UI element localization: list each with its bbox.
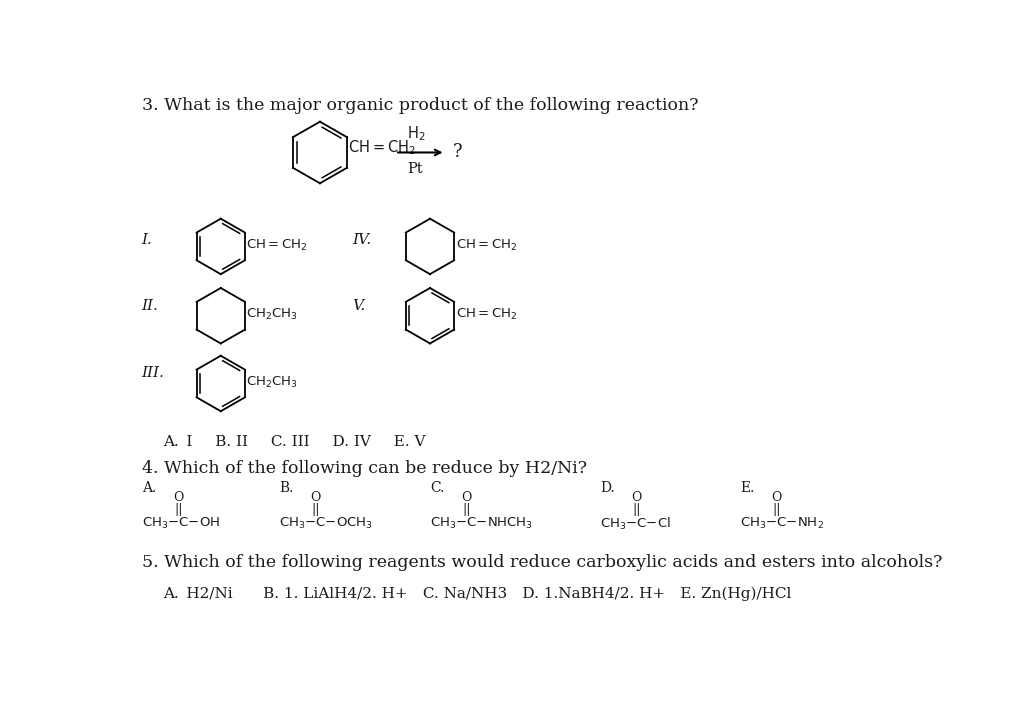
Text: 4. Which of the following can be reduce by H2/Ni?: 4. Which of the following can be reduce … [142,460,587,477]
Text: $\mathsf{CH_3{-}C{-}OH}$: $\mathsf{CH_3{-}C{-}OH}$ [142,516,220,531]
Text: $\mathsf{CH_2CH_3}$: $\mathsf{CH_2CH_3}$ [246,375,298,390]
Text: 5. Which of the following reagents would reduce carboxylic acids and esters into: 5. Which of the following reagents would… [142,554,942,571]
Text: III.: III. [142,366,165,380]
Text: $\mathsf{CH_3{-}C{-}Cl}$: $\mathsf{CH_3{-}C{-}Cl}$ [601,516,671,532]
Text: O: O [173,491,183,504]
Text: Pt: Pt [407,162,422,176]
Text: D.: D. [601,481,615,496]
Text: O: O [772,491,782,504]
Text: ||: || [773,503,781,516]
Text: B.: B. [279,481,293,496]
Text: $\mathsf{CH{=}CH_2}$: $\mathsf{CH{=}CH_2}$ [349,138,416,157]
Text: II.: II. [142,299,158,313]
Text: A. H2/Ni    B. 1. LiAlH4/2. H+  C. Na/NH3  D. 1.NaBH4/2. H+  E. Zn(Hg)/HCl: A. H2/Ni B. 1. LiAlH4/2. H+ C. Na/NH3 D.… [162,587,791,601]
Text: ||: || [174,503,182,516]
Text: O: O [632,491,642,504]
Text: ||: || [462,503,471,516]
Text: O: O [461,491,471,504]
Text: $\mathsf{CH{=}CH_2}$: $\mathsf{CH{=}CH_2}$ [456,237,517,253]
Text: ||: || [633,503,641,516]
Text: I.: I. [142,232,152,246]
Text: $\mathsf{CH_3{-}C{-}OCH_3}$: $\mathsf{CH_3{-}C{-}OCH_3}$ [279,516,373,531]
Text: $\mathsf{CH_2CH_3}$: $\mathsf{CH_2CH_3}$ [246,307,298,322]
Text: ||: || [311,503,320,516]
Text: $\mathsf{CH_3{-}C{-}NH_2}$: $\mathsf{CH_3{-}C{-}NH_2}$ [740,516,824,531]
Text: 3. What is the major organic product of the following reaction?: 3. What is the major organic product of … [142,97,698,114]
Text: $\mathsf{CH{=}CH_2}$: $\mathsf{CH{=}CH_2}$ [456,307,517,322]
Text: C.: C. [430,481,445,496]
Text: E.: E. [740,481,754,496]
Text: $\mathsf{H_2}$: $\mathsf{H_2}$ [407,124,425,143]
Text: V.: V. [353,299,366,313]
Text: A. I   B. II   C. III   D. IV   E. V: A. I B. II C. III D. IV E. V [162,435,425,449]
Text: IV.: IV. [353,232,372,246]
Text: $\mathsf{CH_3{-}C{-}NHCH_3}$: $\mathsf{CH_3{-}C{-}NHCH_3}$ [430,516,532,531]
Text: ?: ? [453,143,463,162]
Text: $\mathsf{CH{=}CH_2}$: $\mathsf{CH{=}CH_2}$ [246,237,309,253]
Text: O: O [310,491,321,504]
Text: A.: A. [142,481,156,496]
